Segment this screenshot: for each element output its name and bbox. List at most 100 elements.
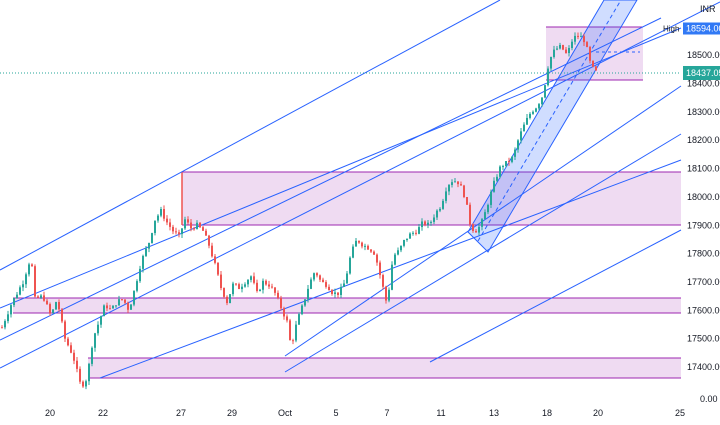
candle-body[interactable]	[127, 302, 129, 310]
candle-body[interactable]	[259, 289, 261, 292]
candle-body[interactable]	[211, 245, 213, 257]
candle-body[interactable]	[262, 280, 264, 290]
candle-body[interactable]	[451, 182, 453, 185]
candle-body[interactable]	[163, 209, 165, 219]
candle-body[interactable]	[85, 381, 87, 387]
candle-body[interactable]	[502, 166, 504, 168]
candle-body[interactable]	[25, 274, 27, 285]
candle-body[interactable]	[304, 299, 306, 306]
candle-body[interactable]	[226, 296, 228, 304]
candle-body[interactable]	[49, 304, 51, 313]
candle-body[interactable]	[1, 327, 3, 329]
candle-body[interactable]	[247, 279, 249, 285]
candle-body[interactable]	[289, 320, 291, 341]
candle-body[interactable]	[100, 316, 102, 325]
candle-body[interactable]	[421, 221, 423, 228]
candle-body[interactable]	[106, 305, 108, 309]
candle-body[interactable]	[151, 233, 153, 243]
candle-body[interactable]	[133, 290, 135, 305]
candle-body[interactable]	[31, 264, 33, 267]
candle-body[interactable]	[553, 49, 555, 57]
candle-body[interactable]	[343, 283, 345, 287]
candle-body[interactable]	[442, 200, 444, 209]
candle-body[interactable]	[97, 324, 99, 334]
candle-body[interactable]	[67, 338, 69, 346]
candle-body[interactable]	[424, 221, 426, 225]
candle-body[interactable]	[574, 35, 576, 42]
candle-body[interactable]	[529, 113, 531, 118]
candle-body[interactable]	[490, 191, 492, 205]
candle-body[interactable]	[439, 208, 441, 211]
candle-body[interactable]	[271, 286, 273, 288]
candle-body[interactable]	[427, 222, 429, 225]
candle-body[interactable]	[346, 273, 348, 284]
candle-body[interactable]	[520, 131, 522, 141]
candle-body[interactable]	[76, 360, 78, 369]
candle-body[interactable]	[238, 284, 240, 290]
candle-body[interactable]	[28, 264, 30, 275]
candle-body[interactable]	[307, 288, 309, 300]
candle-body[interactable]	[445, 191, 447, 201]
candle-body[interactable]	[22, 284, 24, 288]
candle-body[interactable]	[109, 308, 111, 310]
candle-body[interactable]	[478, 226, 480, 233]
candle-body[interactable]	[571, 41, 573, 49]
candle-body[interactable]	[172, 226, 174, 232]
candle-body[interactable]	[373, 251, 375, 255]
candle-body[interactable]	[205, 230, 207, 236]
candle-body[interactable]	[589, 47, 591, 61]
candle-body[interactable]	[535, 108, 537, 112]
candle-body[interactable]	[382, 275, 384, 287]
candle-body[interactable]	[337, 292, 339, 295]
candle-body[interactable]	[40, 295, 42, 298]
candle-body[interactable]	[232, 283, 234, 295]
candle-body[interactable]	[187, 219, 189, 223]
candle-body[interactable]	[10, 305, 12, 315]
candle-body[interactable]	[379, 262, 381, 276]
candle-body[interactable]	[160, 209, 162, 216]
candle-body[interactable]	[37, 296, 39, 298]
candle-body[interactable]	[301, 305, 303, 315]
candle-body[interactable]	[202, 227, 204, 231]
candle-body[interactable]	[562, 45, 564, 50]
candle-body[interactable]	[433, 217, 435, 222]
candle-body[interactable]	[523, 124, 525, 132]
candle-body[interactable]	[388, 289, 390, 301]
candle-body[interactable]	[511, 156, 513, 162]
channel-line-4[interactable]	[0, 27, 682, 309]
candle-body[interactable]	[4, 321, 6, 328]
candle-body[interactable]	[292, 340, 294, 342]
candle-body[interactable]	[34, 266, 36, 297]
candle-body[interactable]	[550, 56, 552, 69]
candle-body[interactable]	[7, 314, 9, 322]
candle-body[interactable]	[517, 140, 519, 150]
candle-body[interactable]	[223, 288, 225, 297]
candle-body[interactable]	[547, 68, 549, 86]
candle-body[interactable]	[583, 36, 585, 43]
candle-body[interactable]	[361, 242, 363, 247]
candle-body[interactable]	[592, 60, 594, 67]
candle-body[interactable]	[508, 161, 510, 163]
candle-body[interactable]	[565, 49, 567, 54]
candle-body[interactable]	[355, 240, 357, 247]
candle-body[interactable]	[184, 219, 186, 229]
candle-body[interactable]	[496, 176, 498, 181]
candle-body[interactable]	[340, 286, 342, 295]
candle-body[interactable]	[64, 321, 66, 339]
candle-body[interactable]	[331, 290, 333, 294]
candle-body[interactable]	[367, 245, 369, 250]
candle-body[interactable]	[43, 295, 45, 301]
candle-body[interactable]	[157, 215, 159, 221]
candle-body[interactable]	[139, 268, 141, 282]
candle-body[interactable]	[250, 276, 252, 280]
candle-body[interactable]	[298, 314, 300, 325]
candle-body[interactable]	[13, 298, 15, 306]
candle-body[interactable]	[58, 302, 60, 310]
candle-body[interactable]	[526, 117, 528, 125]
candle-body[interactable]	[448, 184, 450, 192]
candle-body[interactable]	[79, 368, 81, 382]
candle-body[interactable]	[277, 292, 279, 299]
candle-body[interactable]	[145, 248, 147, 256]
candle-body[interactable]	[256, 282, 258, 292]
